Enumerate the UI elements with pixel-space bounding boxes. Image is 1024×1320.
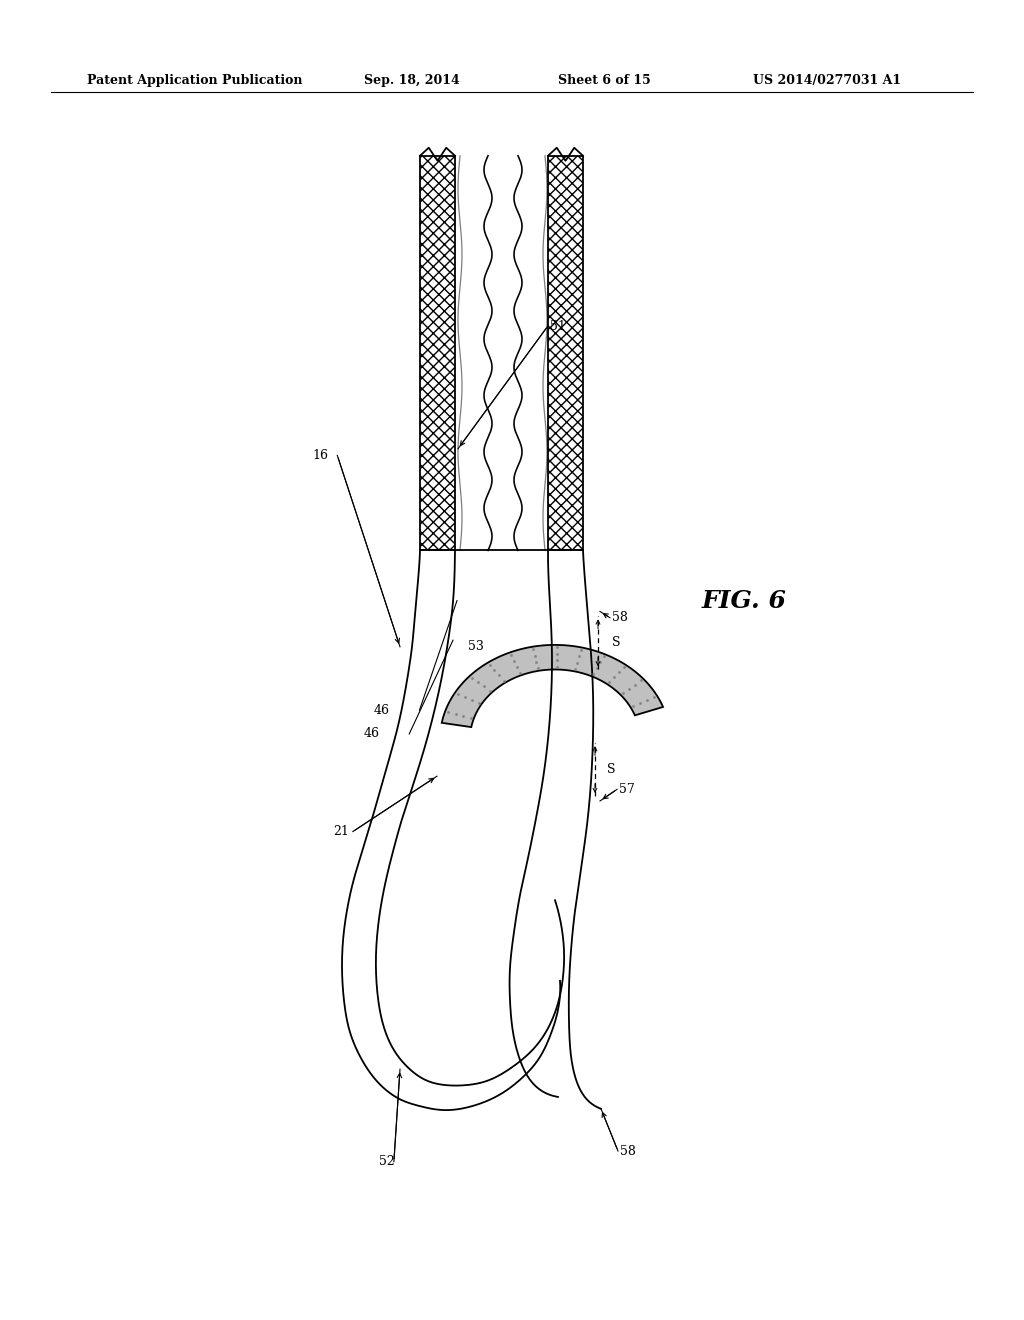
Text: 53: 53 — [468, 640, 484, 653]
Text: Patent Application Publication: Patent Application Publication — [87, 74, 302, 87]
Text: FIG. 6: FIG. 6 — [701, 589, 786, 612]
Text: Sheet 6 of 15: Sheet 6 of 15 — [558, 74, 651, 87]
Text: 21: 21 — [333, 825, 349, 838]
Text: 51: 51 — [550, 319, 565, 333]
Polygon shape — [441, 645, 664, 727]
Text: 58: 58 — [612, 611, 628, 624]
Text: 57: 57 — [618, 783, 635, 796]
Text: 52: 52 — [379, 1155, 394, 1168]
Text: Sep. 18, 2014: Sep. 18, 2014 — [364, 74, 460, 87]
Text: US 2014/0277031 A1: US 2014/0277031 A1 — [753, 74, 901, 87]
Text: 58: 58 — [620, 1144, 636, 1158]
Text: 16: 16 — [312, 449, 329, 462]
Text: S: S — [612, 636, 621, 649]
Text: 46: 46 — [374, 704, 389, 717]
Bar — [548, 156, 583, 550]
Bar — [420, 156, 455, 550]
Text: S: S — [607, 763, 615, 776]
Text: 46: 46 — [364, 727, 379, 741]
